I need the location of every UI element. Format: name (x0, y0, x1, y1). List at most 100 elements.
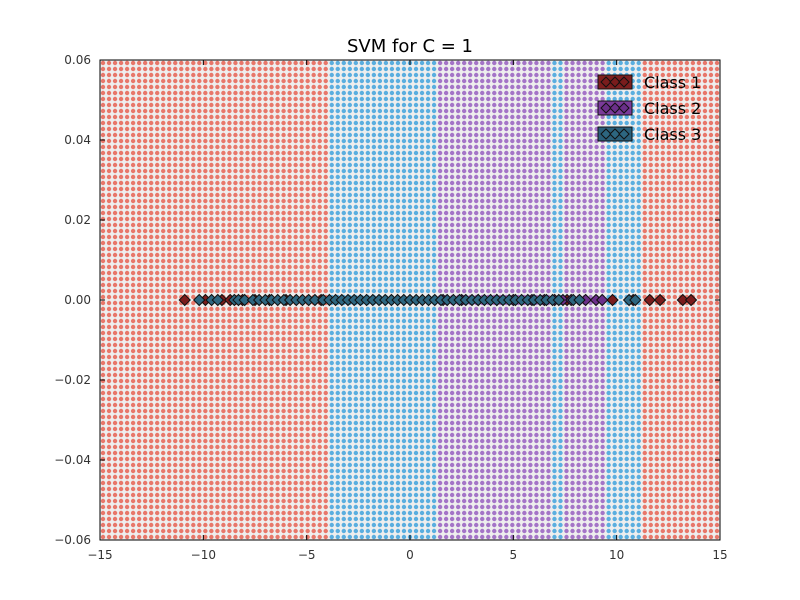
region-dot (347, 414, 353, 420)
region-dot (197, 282, 202, 288)
region-dot (401, 420, 407, 426)
region-dot (329, 90, 334, 96)
region-dot (281, 342, 286, 348)
region-dot (299, 360, 304, 366)
region-dot (173, 234, 178, 240)
region-dot (221, 246, 226, 252)
region-dot (347, 78, 353, 84)
region-dot (317, 420, 322, 426)
region-dot (329, 306, 334, 312)
region-dot (335, 396, 340, 402)
region-dot (425, 114, 431, 120)
region-dot (281, 270, 286, 276)
region-dot (353, 240, 359, 246)
region-dot (443, 264, 449, 270)
region-dot (431, 186, 437, 192)
region-dot (299, 276, 304, 282)
region-dot (191, 504, 196, 510)
region-dot (341, 198, 346, 204)
region-dot (335, 522, 340, 528)
region-dot (142, 384, 148, 390)
region-dot (437, 84, 443, 90)
region-dot (209, 66, 214, 72)
region-dot (323, 174, 328, 180)
region-dot (371, 336, 377, 342)
region-dot (203, 102, 208, 108)
region-dot (269, 168, 274, 174)
region-column-class-1 (130, 60, 136, 540)
region-dot (287, 462, 292, 468)
region-dot (329, 468, 334, 474)
region-dot (209, 258, 214, 264)
region-dot (293, 138, 298, 144)
region-dot (245, 432, 250, 438)
region-dot (401, 498, 407, 504)
region-dot (431, 150, 437, 156)
region-dot (287, 120, 292, 126)
region-dot (431, 312, 437, 318)
region-dot (419, 240, 425, 246)
region-dot (353, 366, 359, 372)
region-dot (359, 144, 365, 150)
region-dot (419, 504, 425, 510)
region-dot (365, 180, 371, 186)
region-dot (335, 498, 340, 504)
region-dot (323, 492, 328, 498)
region-dot (281, 288, 286, 294)
region-dot (215, 480, 220, 486)
region-dot (173, 522, 178, 528)
region-dot (383, 480, 389, 486)
region-dot (455, 282, 461, 288)
region-dot (136, 522, 142, 528)
region-dot (425, 168, 431, 174)
region-dot (383, 510, 389, 516)
region-dot (191, 348, 196, 354)
region-dot (377, 522, 383, 528)
region-dot (347, 528, 353, 534)
region-dot (100, 282, 106, 288)
region-dot (287, 198, 292, 204)
region-dot (173, 516, 178, 522)
region-dot (124, 324, 130, 330)
region-dot (112, 450, 118, 456)
region-dot (329, 108, 334, 114)
region-dot (161, 210, 166, 216)
region-dot (395, 504, 401, 510)
region-dot (269, 78, 274, 84)
region-dot (257, 180, 262, 186)
region-dot (233, 444, 238, 450)
region-dot (335, 510, 340, 516)
region-dot (461, 228, 467, 234)
region-dot (389, 528, 395, 534)
region-dot (443, 336, 449, 342)
region-dot (179, 396, 184, 402)
region-dot (383, 72, 389, 78)
region-dot (437, 330, 443, 336)
region-dot (233, 402, 238, 408)
region-dot (383, 378, 389, 384)
region-dot (431, 414, 437, 420)
region-dot (179, 342, 184, 348)
region-column-class-1 (148, 60, 154, 540)
region-dot (239, 420, 244, 426)
region-dot (124, 276, 130, 282)
region-dot (154, 120, 160, 126)
region-dot (389, 444, 395, 450)
region-dot (142, 120, 148, 126)
region-dot (287, 414, 292, 420)
region-dot (323, 180, 328, 186)
region-dot (100, 222, 106, 228)
region-dot (221, 420, 226, 426)
region-dot (275, 204, 280, 210)
region-dot (197, 96, 202, 102)
region-dot (389, 348, 395, 354)
region-dot (365, 66, 371, 72)
region-dot (455, 444, 461, 450)
region-dot (227, 408, 232, 414)
region-dot (106, 384, 112, 390)
region-dot (257, 498, 262, 504)
region-dot (431, 522, 437, 528)
region-dot (425, 234, 431, 240)
region-dot (106, 402, 112, 408)
region-dot (335, 318, 340, 324)
